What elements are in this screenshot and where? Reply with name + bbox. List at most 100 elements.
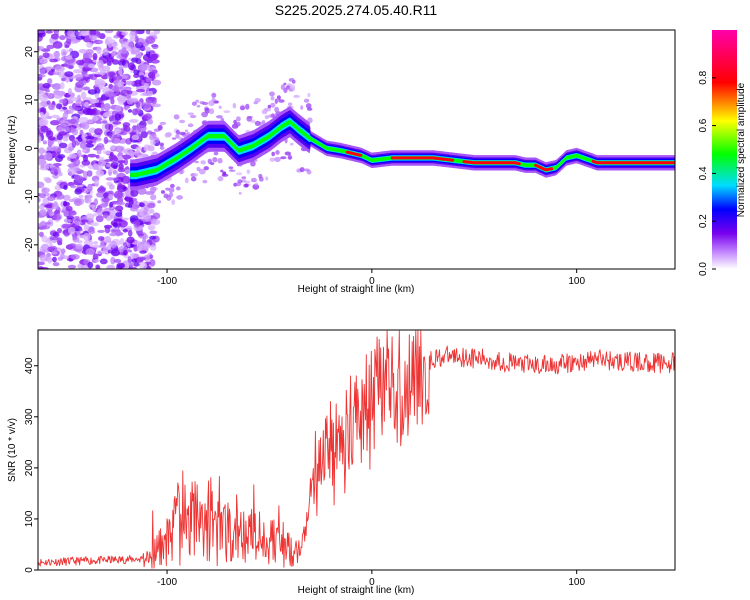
spectrogram-noise-point xyxy=(82,233,91,241)
spectrogram-ridge-core xyxy=(462,160,521,166)
spectrogram-xlabel: Height of straight line (km) xyxy=(298,284,415,295)
spectrogram-noise-point xyxy=(94,74,102,78)
spectrogram-noise-point xyxy=(151,219,161,226)
spectrogram-noise-point xyxy=(264,115,270,120)
spectrogram-frame xyxy=(37,29,676,270)
spectrogram-ylabel: Frequency (Hz) xyxy=(7,116,18,185)
spectrogram-noise-point xyxy=(113,138,121,144)
spectrogram-noise-point xyxy=(38,266,44,269)
spectrogram-noise-point xyxy=(130,188,139,197)
spectrogram-noise-point xyxy=(95,169,105,177)
snr-ytick-label: 200 xyxy=(24,459,35,476)
spectrogram-noise-point xyxy=(105,177,115,181)
spectrogram-noise-point xyxy=(151,97,157,105)
spectrogram-noise-point xyxy=(41,243,50,250)
spectrogram-noise-point xyxy=(147,145,155,152)
colorbar-ticks: 0.0 0.2 0.4 0.6 0.8 xyxy=(698,70,716,276)
spectrogram-noise-point xyxy=(267,104,271,109)
spectrogram-noise-point xyxy=(133,73,140,79)
spectrogram-noise-point xyxy=(69,153,77,159)
spectrogram-noise-point xyxy=(98,39,104,44)
spectrogram-noise-point xyxy=(47,136,56,141)
spectrogram-noise-point xyxy=(113,258,122,263)
spectrogram-noise-point xyxy=(96,46,102,55)
spectrogram-noise-point xyxy=(94,128,103,136)
spectrogram-noise-point xyxy=(211,92,217,98)
colorbar-tick-label: 0.2 xyxy=(698,214,709,228)
spectrogram-noise-point xyxy=(133,69,140,75)
spectrogram-noise-point xyxy=(150,194,157,201)
spectrogram-noise-point xyxy=(98,115,103,119)
spectrogram-noise-point xyxy=(38,135,42,144)
spectrogram-noise-point xyxy=(269,157,275,162)
spectrogram-noise-point xyxy=(117,81,125,85)
spectrogram-noise-point xyxy=(81,159,91,166)
spectrogram-noise-point xyxy=(116,30,122,37)
spectrogram-noise-point xyxy=(100,103,106,111)
spectrogram-noise-point xyxy=(208,108,215,115)
spectrogram-noise-point xyxy=(228,166,234,170)
spectrogram-noise-point xyxy=(94,179,100,188)
spectrogram-noise-point xyxy=(166,195,172,201)
spectrogram-noise-point xyxy=(56,103,62,110)
spectrogram-noise-point xyxy=(112,121,122,125)
spectrogram-noise-point xyxy=(116,201,126,206)
spectrogram-noise-point xyxy=(57,126,64,132)
spectrogram-noise-point xyxy=(78,235,87,239)
snr-xtick-label: 100 xyxy=(568,577,585,588)
spectrogram-noise-point xyxy=(78,49,88,54)
spectrogram-noise-point xyxy=(144,46,151,52)
snr-series-line xyxy=(38,330,675,569)
spectrogram-xtick-label: 0 xyxy=(369,276,375,287)
snr-ylabel: SNR (10 * v/v) xyxy=(7,418,18,482)
spectrogram-noise-point xyxy=(113,164,118,170)
spectrogram-noise-point xyxy=(85,140,93,145)
spectrogram-noise-point xyxy=(52,262,60,267)
spectrogram-noise-point xyxy=(48,103,54,111)
spectrogram-noise-point xyxy=(95,154,100,159)
spectrogram-noise-point xyxy=(98,159,107,167)
spectrogram-noise-point xyxy=(40,220,46,226)
spectrogram-noise-point xyxy=(261,109,268,115)
spectrogram-noise-point xyxy=(64,44,70,49)
spectrogram-noise-point xyxy=(110,248,120,257)
spectrogram-noise-point xyxy=(234,124,238,129)
spectrogram-noise-point xyxy=(138,244,143,252)
spectrogram-ridge-core xyxy=(534,163,554,172)
spectrogram-noise-point xyxy=(218,105,222,110)
spectrogram-noise-point xyxy=(184,177,189,184)
spectrogram-noise-point xyxy=(99,203,109,208)
spectrogram-noise-point xyxy=(48,211,55,217)
spectrogram-noise-point xyxy=(118,220,128,228)
spectrogram-noise-point xyxy=(119,238,125,246)
spectrogram-noise-point xyxy=(66,127,77,133)
spectrogram-noise-point xyxy=(299,167,305,173)
spectrogram-noise-point xyxy=(62,112,69,119)
spectrogram-noise-point xyxy=(81,133,88,141)
spectrogram-noise-point xyxy=(246,169,251,174)
spectrogram-noise-point xyxy=(303,98,310,103)
spectrogram-noise-point xyxy=(300,105,304,110)
spectrogram-noise-point xyxy=(134,35,139,43)
spectrogram-noise-point xyxy=(66,35,74,40)
spectrogram-noise-point xyxy=(104,30,114,34)
spectrogram-ridge-band xyxy=(130,106,675,191)
spectrogram-noise-point xyxy=(51,33,59,40)
spectrogram-noise-point xyxy=(110,256,116,265)
spectrogram-noise-point xyxy=(191,101,197,106)
spectrogram-noise-point xyxy=(38,197,41,203)
spectrogram-noise-point xyxy=(38,94,49,102)
spectrogram-noise-point xyxy=(252,183,260,190)
spectrogram-noise-point xyxy=(59,35,66,41)
spectrogram-noise-point xyxy=(63,194,71,201)
spectrogram-noise-point xyxy=(58,98,67,104)
spectrogram-noise-point xyxy=(81,149,87,153)
spectrogram-noise-point xyxy=(83,224,90,231)
spectrogram-noise-point xyxy=(129,31,136,39)
spectrogram-noise-point xyxy=(127,256,132,264)
spectrogram-noise-point xyxy=(44,204,54,209)
snr-xtick-label: 0 xyxy=(369,577,375,588)
spectrogram-noise-point xyxy=(62,136,69,142)
spectrogram-noise-point xyxy=(241,176,247,180)
colorbar-tick-label: 0.4 xyxy=(698,166,709,180)
